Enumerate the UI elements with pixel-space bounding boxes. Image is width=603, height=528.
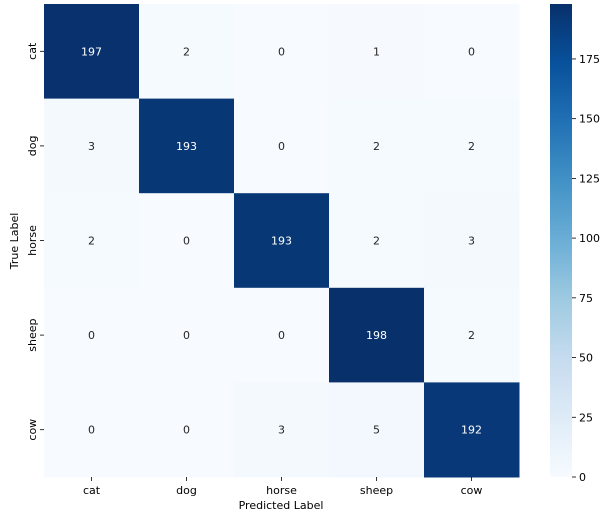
colorbar-ticks: 0 25 50 75 100 125 150 175: [572, 53, 600, 484]
heatmap-cell: [424, 287, 520, 383]
y-tick-label: cow: [26, 419, 39, 441]
cell-value-label: 192: [461, 424, 482, 437]
cell-value-label: 0: [468, 45, 475, 58]
heatmap-cell: [234, 4, 330, 100]
heatmap-cell: [329, 193, 425, 289]
colorbar-tick-label: 0: [579, 471, 586, 484]
cell-value-label: 197: [81, 45, 102, 58]
colorbar-tick-label: 25: [579, 411, 593, 424]
cell-value-label: 0: [183, 424, 190, 437]
heatmap-cell: [329, 382, 425, 478]
cell-value-label: 2: [183, 45, 190, 58]
heatmap-cell: [329, 98, 425, 194]
heatmap-cell: [234, 98, 330, 194]
cell-value-label: 3: [468, 235, 475, 248]
cell-value-label: 2: [373, 140, 380, 153]
cell-value-label: 0: [278, 45, 285, 58]
colorbar-tick-label: 150: [579, 113, 600, 126]
cell-value-label: 5: [373, 424, 380, 437]
y-tick-label: horse: [26, 225, 39, 256]
heatmap-cell: [44, 193, 140, 289]
heatmap-cell: [424, 382, 520, 478]
heatmap-cell: [234, 287, 330, 383]
cell-value-label: 1: [373, 45, 380, 58]
colorbar-gradient: [550, 4, 572, 477]
colorbar-tick-label: 100: [579, 232, 600, 245]
cell-value-label: 0: [278, 329, 285, 342]
cell-value-label: 0: [278, 140, 285, 153]
heatmap-cell: [44, 4, 140, 100]
x-tick-label: cow: [461, 484, 483, 497]
colorbar-tick-label: 125: [579, 172, 600, 185]
x-tick-label: dog: [176, 484, 197, 497]
x-tick-label: cat: [83, 484, 101, 497]
cell-value-label: 0: [183, 235, 190, 248]
cell-value-label: 2: [468, 140, 475, 153]
heatmap-cell: [424, 4, 520, 100]
colorbar-tick-label: 75: [579, 292, 593, 305]
cell-value-label: 0: [88, 329, 95, 342]
cell-value-label: 193: [271, 235, 292, 248]
heatmap-cell-labels: 197 2 0 1 0 3 193 0 2 2 2 0 193 2 3 0 0 0 198 2 0 0 3 5 192: [81, 45, 482, 436]
cell-value-label: 0: [88, 424, 95, 437]
y-axis: cat dog horse sheep cow: [26, 42, 44, 441]
cell-value-label: 2: [373, 235, 380, 248]
y-tick-label: dog: [26, 136, 39, 157]
x-tick-label: horse: [266, 484, 297, 497]
y-tick-label: sheep: [26, 318, 39, 351]
x-axis-label: Predicted Label: [239, 499, 324, 512]
heatmap-cell: [139, 193, 235, 289]
cell-value-label: 3: [278, 424, 285, 437]
x-tick-label: sheep: [360, 484, 393, 497]
cell-value-label: 0: [183, 329, 190, 342]
x-axis: cat dog horse sheep cow: [83, 477, 482, 497]
y-axis-label: True Label: [8, 213, 21, 271]
heatmap-cell: [139, 98, 235, 194]
cell-value-label: 198: [366, 329, 387, 342]
cell-value-label: 193: [176, 140, 197, 153]
heatmap-cell: [329, 4, 425, 100]
heatmap-cell: [139, 382, 235, 478]
heatmap-cell: [424, 193, 520, 289]
heatmap-cells: [44, 4, 520, 478]
heatmap-cell: [234, 382, 330, 478]
colorbar-tick-label: 175: [579, 53, 600, 66]
cell-value-label: 2: [468, 329, 475, 342]
heatmap-cell: [139, 4, 235, 100]
heatmap-cell: [44, 287, 140, 383]
heatmap-cell: [424, 98, 520, 194]
heatmap-cell: [139, 287, 235, 383]
cell-value-label: 2: [88, 235, 95, 248]
y-tick-label: cat: [26, 42, 39, 60]
heatmap-cell: [44, 98, 140, 194]
heatmap-cell: [44, 382, 140, 478]
cell-value-label: 3: [88, 140, 95, 153]
heatmap-cell: [329, 287, 425, 383]
heatmap-cell: [234, 193, 330, 289]
colorbar-tick-label: 50: [579, 352, 593, 365]
colorbar: 0 25 50 75 100 125 150 175: [550, 4, 600, 484]
